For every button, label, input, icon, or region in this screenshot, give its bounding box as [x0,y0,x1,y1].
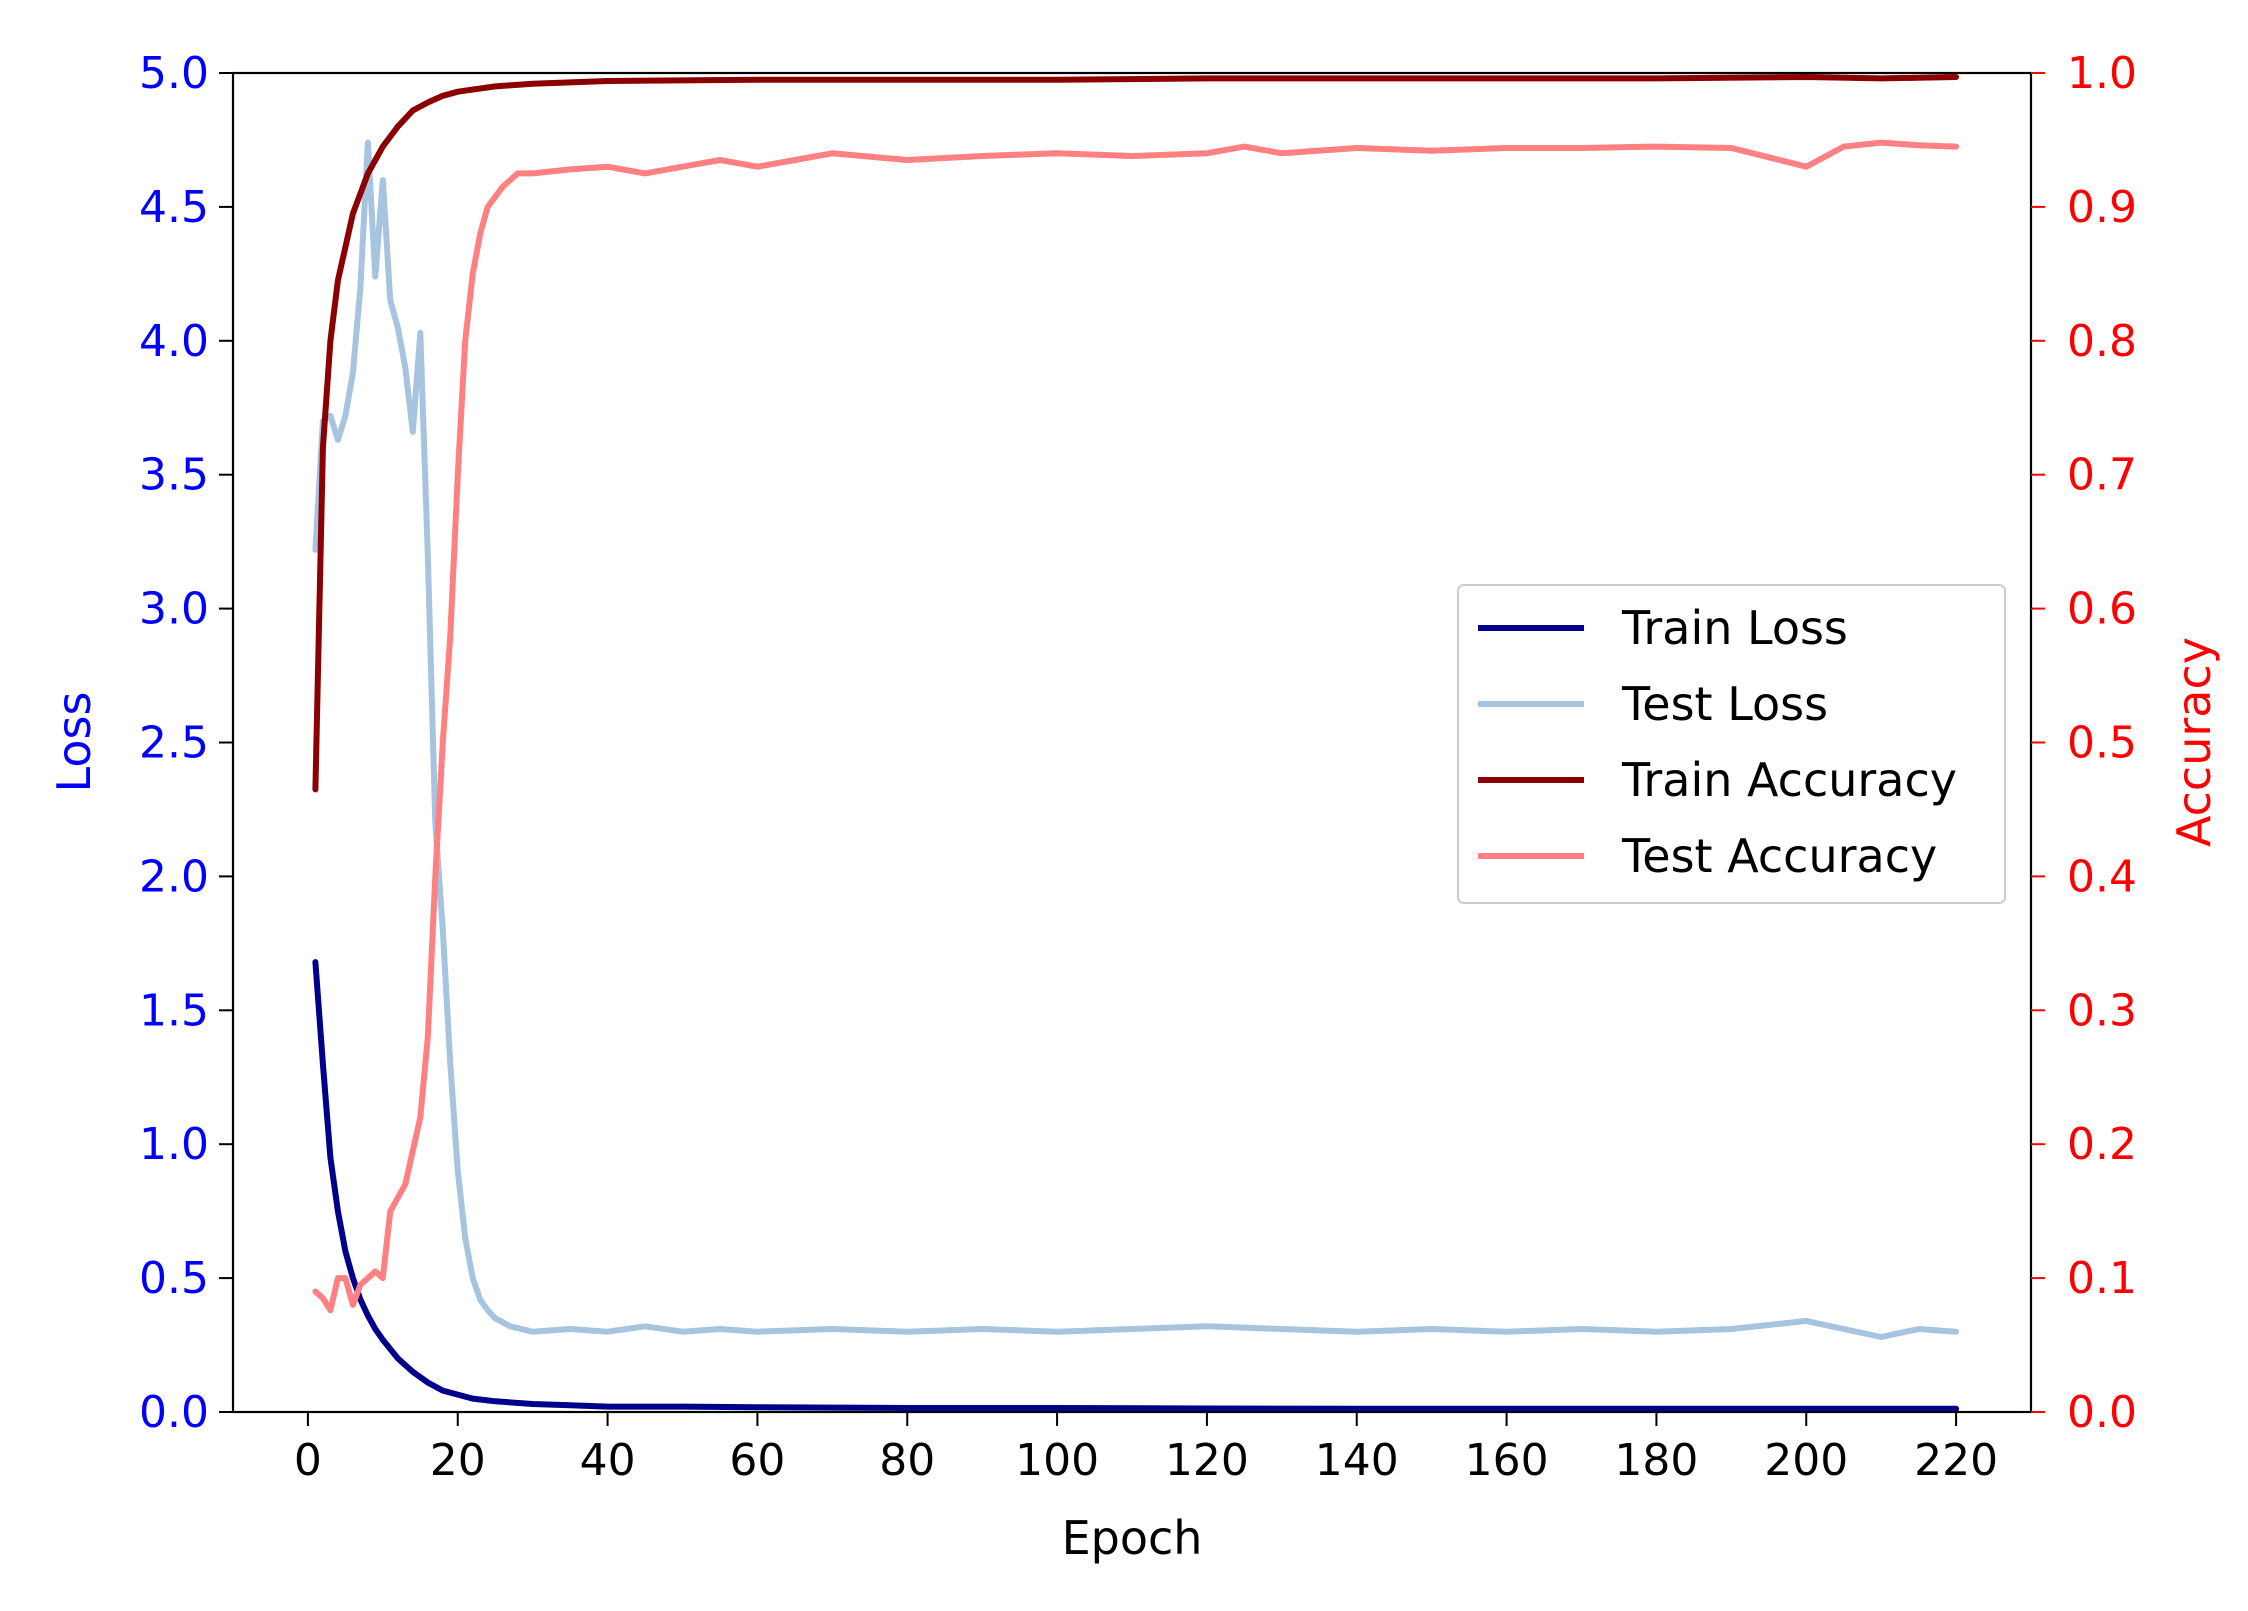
left-y-tick-label: 3.0 [139,584,209,635]
left-y-tick-label: 3.5 [139,450,209,501]
x-tick-label: 160 [1465,1435,1549,1486]
x-axis: 0 20 40 60 80 100 120 140 160 180 200 220 [294,1412,1998,1486]
right-y-tick-label: 0.9 [2067,182,2137,233]
series-line-test-loss [312,139,1960,1340]
legend-frame [1457,584,2006,904]
right-y-tick-label: 0.8 [2067,316,2137,367]
left-y-tick-label: 2.5 [139,718,209,769]
right-y-tick-label: 0.6 [2067,584,2137,635]
left-y-tick-label: 4.5 [139,182,209,233]
left-y-tick-label: 0.0 [139,1387,209,1438]
x-tick-label: 140 [1315,1435,1399,1486]
legend-label-train-loss: Train Loss [1621,601,1848,655]
right-y-tick-label: 0.4 [2067,851,2137,902]
left-y-tick-label: 2.0 [139,851,209,902]
left-y-axis: 0.0 0.5 1.0 1.5 2.0 2.5 3.0 3.5 4.0 4.5 5.0 [139,48,233,1438]
left-y-tick-label: 1.5 [139,985,209,1036]
legend-label-test-loss: Test Loss [1621,677,1828,731]
right-y-axis-label: Accuracy [2167,637,2221,847]
left-y-axis-label: Loss [47,692,101,793]
right-y-tick-label: 1.0 [2067,48,2137,99]
series-layer [312,74,1960,1412]
right-y-axis: 0.0 0.1 0.2 0.3 0.4 0.5 0.6 0.7 0.8 0.9 1.0 [2031,48,2137,1438]
x-tick-label: 80 [879,1435,935,1486]
right-y-tick-label: 0.3 [2067,985,2137,1036]
x-tick-label: 60 [729,1435,785,1486]
x-tick-label: 100 [1015,1435,1099,1486]
left-y-tick-label: 4.0 [139,316,209,367]
right-y-tick-label: 0.1 [2067,1253,2137,1304]
right-y-tick-label: 0.5 [2067,718,2137,769]
series-line-train-loss [312,959,1960,1412]
x-axis-label: Epoch [1062,1511,1203,1565]
x-tick-label: 40 [580,1435,636,1486]
left-y-tick-label: 1.0 [139,1119,209,1170]
right-y-tick-label: 0.0 [2067,1387,2137,1438]
x-tick-label: 120 [1165,1435,1249,1486]
right-y-tick-label: 0.7 [2067,450,2137,501]
legend-label-test-accuracy: Test Accuracy [1621,829,1937,883]
left-y-tick-label: 5.0 [139,48,209,99]
x-tick-label: 180 [1614,1435,1698,1486]
x-tick-label: 0 [294,1435,322,1486]
series-line-test-accuracy [312,139,1960,1314]
legend-label-train-accuracy: Train Accuracy [1621,753,1957,807]
series-line-train-accuracy [312,74,1960,793]
legend: Train Loss Test Loss Train Accuracy Test Ac… [1457,584,2006,904]
right-y-tick-label: 0.2 [2067,1119,2137,1170]
x-tick-label: 220 [1914,1435,1998,1486]
x-tick-label: 200 [1764,1435,1848,1486]
left-y-tick-label: 0.5 [139,1253,209,1304]
x-tick-label: 20 [430,1435,486,1486]
